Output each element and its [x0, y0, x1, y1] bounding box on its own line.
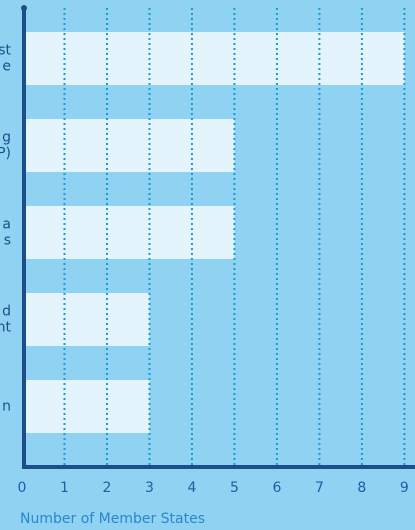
x-axis-label: Number of Member States [20, 511, 205, 527]
bar [22, 380, 150, 433]
x-tick-label: 1 [60, 480, 69, 496]
category-label: P) [0, 146, 11, 162]
x-tick-label: 9 [400, 480, 409, 496]
category-label: n [2, 399, 11, 415]
category-label: d [2, 304, 11, 320]
category-label: st [0, 43, 11, 59]
bar [22, 293, 150, 346]
bar [22, 32, 405, 85]
bar [22, 206, 235, 259]
axis-cap [21, 5, 27, 11]
bar [22, 119, 235, 172]
x-tick-label: 4 [187, 480, 196, 496]
category-label: e [2, 59, 11, 75]
category-label: g [2, 130, 11, 146]
x-tick-label: 2 [103, 480, 112, 496]
category-label: nt [0, 320, 11, 336]
x-tick-label: 6 [272, 480, 281, 496]
category-label: s [4, 233, 11, 249]
x-tick-label: 5 [230, 480, 239, 496]
x-tick-label: 7 [315, 480, 324, 496]
x-tick-label: 3 [145, 480, 154, 496]
category-label: a [2, 217, 11, 233]
x-tick-label: 0 [18, 480, 27, 496]
x-tick-label: 8 [357, 480, 366, 496]
